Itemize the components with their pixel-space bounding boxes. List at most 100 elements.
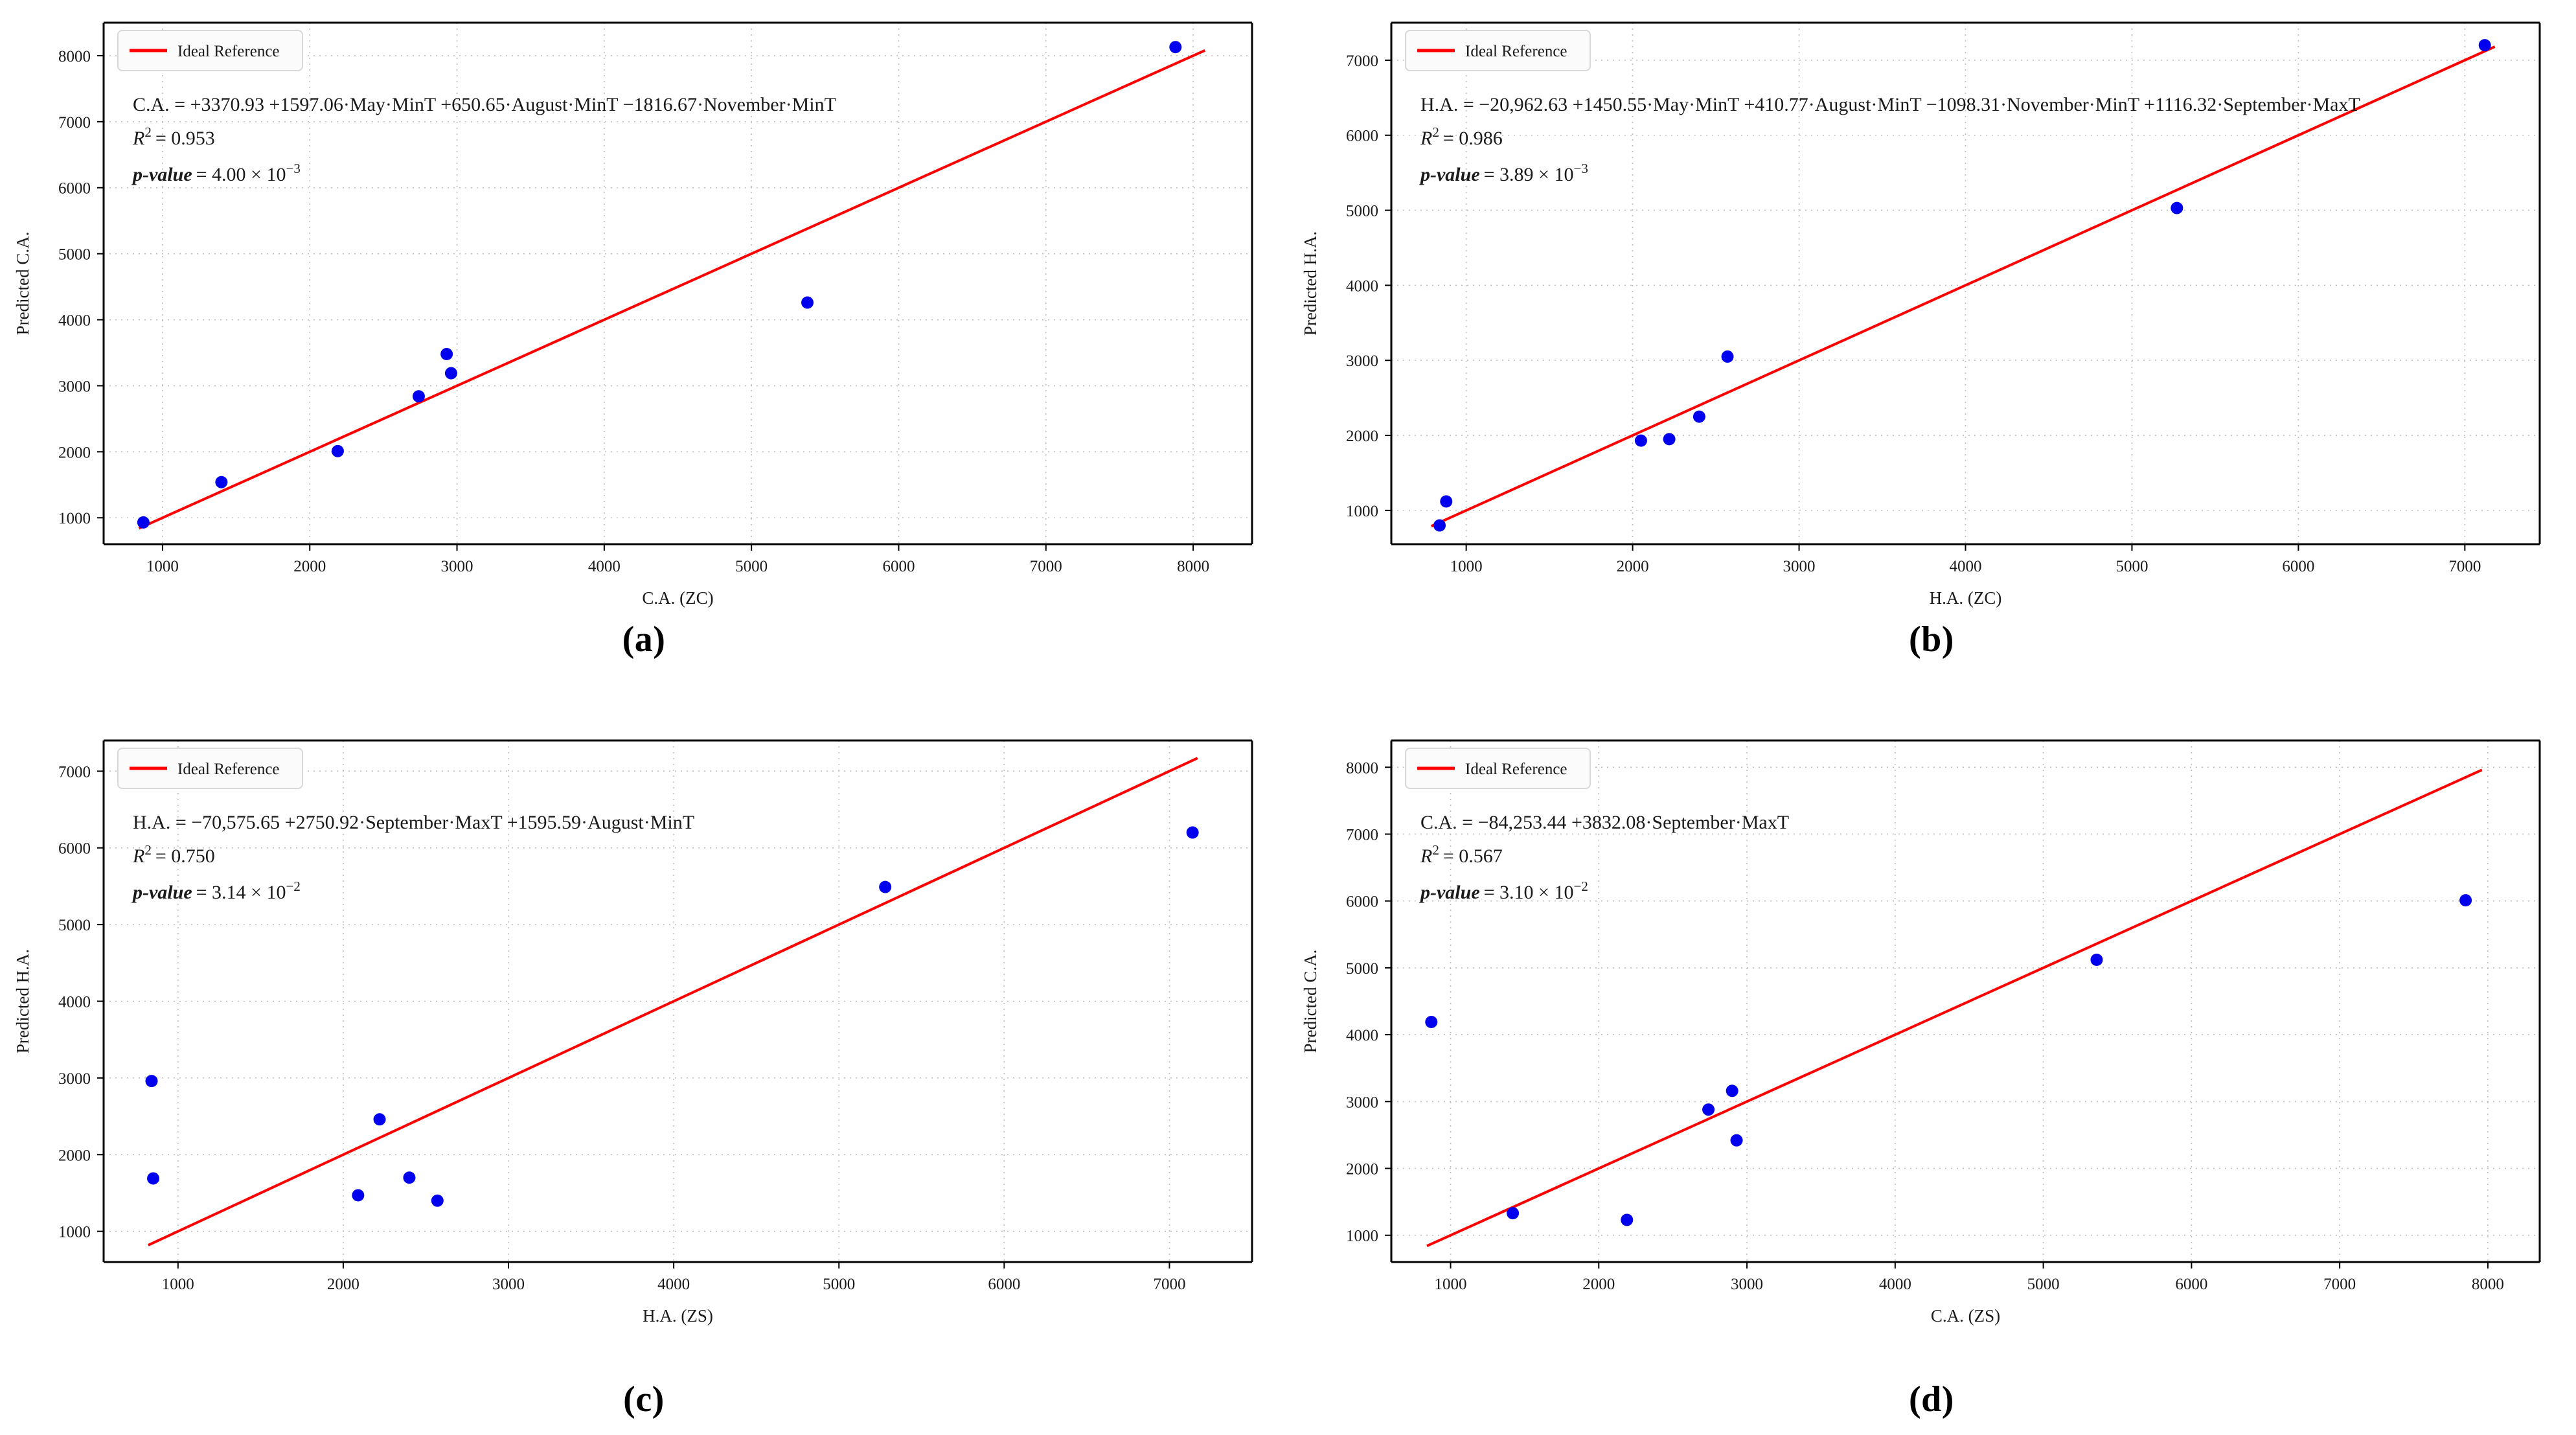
y-tick-label: 4000	[1346, 1027, 1378, 1044]
subfigure-caption-d: (d)	[1909, 1379, 1954, 1419]
scatter-plot-a: 1000 2000 3000 4000 5000 6000 7000 8000 1000 2000…	[13, 21, 1253, 608]
legend-box	[1405, 30, 1591, 71]
y-tick-label: 2000	[58, 1147, 91, 1164]
y-tick-label: 7000	[1346, 826, 1378, 844]
data-point	[137, 516, 150, 529]
data-point	[1721, 350, 1734, 363]
y-tick-label: 7000	[58, 763, 91, 781]
ideal-reference-line	[138, 49, 1206, 530]
y-tick-label: 3000	[1346, 352, 1378, 370]
y-tick-label: 1000	[58, 1224, 91, 1241]
gridlines	[1391, 740, 2540, 1262]
x-tick-label: 4000	[1879, 1276, 1911, 1293]
y-tick-label: 4000	[58, 312, 91, 330]
legend-label: Ideal Reference	[1465, 761, 1567, 778]
y-tick-label: 4000	[58, 994, 91, 1011]
stats-annotation: H.A. = −70,575.65 +2750.92·September·Max…	[131, 812, 694, 903]
legend-label: Ideal Reference	[177, 43, 280, 60]
scatter-points	[137, 41, 1182, 529]
legend-box	[117, 30, 303, 71]
panel-d: 1000 2000 3000 4000 5000 6000 7000 8000 1000 2000…	[1288, 718, 2575, 1435]
y-tick-label: 8000	[1346, 759, 1378, 777]
legend-box	[1405, 748, 1591, 789]
data-point	[1663, 433, 1676, 446]
data-point	[2478, 39, 2491, 52]
regression-equation: C.A. = +3370.93 +1597.06·May·MinT +650.6…	[133, 94, 836, 115]
x-tick-label: 7000	[2323, 1276, 2356, 1293]
data-point	[1730, 1134, 1743, 1147]
x-axis-title: H.A. (ZC)	[1930, 588, 2002, 608]
x-axis-ticks: 1000 2000 3000 4000 5000 6000 7000	[1450, 544, 2481, 575]
x-tick-label: 8000	[1177, 558, 1209, 575]
data-point	[431, 1194, 444, 1207]
y-tick-label: 1000	[58, 510, 91, 527]
ideal-reference-line	[1426, 768, 2483, 1248]
ideal-reference-line	[1430, 45, 2496, 528]
y-tick-label: 2000	[1346, 1161, 1378, 1178]
data-point	[2171, 201, 2183, 214]
data-point	[879, 880, 892, 893]
y-axis-title: Predicted C.A.	[13, 232, 32, 336]
subfigure-caption-b: (b)	[1909, 619, 1954, 660]
x-tick-label: 7000	[2448, 558, 2481, 575]
x-tick-label: 8000	[2472, 1276, 2504, 1293]
gridlines	[104, 23, 1252, 544]
y-tick-label: 5000	[58, 917, 91, 934]
x-tick-label: 3000	[1731, 1276, 1763, 1293]
y-tick-label: 3000	[58, 378, 91, 395]
plot-area-a: 1000 2000 3000 4000 5000 6000 7000 8000 1000 2000…	[0, 0, 1288, 622]
y-axis-ticks: 1000 2000 3000 4000 5000 6000 7000 8000	[58, 48, 104, 527]
p-value: p-value = 3.14 × 10−2	[131, 878, 301, 903]
x-tick-label: 6000	[988, 1276, 1020, 1293]
panel-b: 1000 2000 3000 4000 5000 6000 7000 1000 2000 3000…	[1288, 0, 2575, 717]
y-axis-title: Predicted C.A.	[1301, 950, 1320, 1053]
x-tick-label: 7000	[1030, 558, 1062, 575]
data-point	[1726, 1085, 1738, 1097]
regression-equation: H.A. = −20,962.63 +1450.55·May·MinT +410…	[1420, 94, 2360, 115]
axes-frame	[102, 21, 1253, 545]
data-point	[145, 1075, 158, 1088]
y-axis-title: Predicted H.A.	[13, 949, 32, 1053]
y-tick-label: 6000	[58, 180, 91, 198]
axes-frame	[1390, 739, 2541, 1263]
y-tick-label: 5000	[1346, 203, 1378, 220]
r-squared-value: R2 = 0.953	[132, 124, 215, 149]
data-point	[1621, 1213, 1634, 1226]
panel-c: 1000 2000 3000 4000 5000 6000 7000 1000 2000 3000…	[0, 718, 1288, 1435]
data-point	[215, 476, 228, 488]
y-tick-label: 5000	[1346, 960, 1378, 978]
scatter-points	[1433, 39, 2491, 532]
plot-area-c: 1000 2000 3000 4000 5000 6000 7000 1000 2000 3000…	[0, 718, 1288, 1340]
legend: Ideal Reference	[1405, 748, 1591, 789]
x-tick-label: 6000	[2175, 1276, 2207, 1293]
scatter-plot-b: 1000 2000 3000 4000 5000 6000 7000 1000 2000 3000…	[1301, 21, 2541, 608]
data-point	[1693, 410, 1705, 423]
scatter-points	[1425, 894, 2472, 1226]
legend: Ideal Reference	[1405, 30, 1591, 71]
x-tick-label: 2000	[1582, 1276, 1615, 1293]
x-tick-label: 5000	[735, 558, 768, 575]
x-tick-label: 6000	[2282, 558, 2314, 575]
x-tick-label: 1000	[1435, 1276, 1467, 1293]
y-tick-label: 3000	[1346, 1094, 1378, 1111]
regression-equation: C.A. = −84,253.44 +3832.08·September·Max…	[1420, 812, 1789, 833]
x-tick-label: 4000	[588, 558, 621, 575]
scatter-points	[145, 826, 1199, 1207]
plot-area-b: 1000 2000 3000 4000 5000 6000 7000 1000 2000 3000…	[1288, 0, 2575, 622]
y-tick-label: 2000	[58, 444, 91, 461]
y-tick-label: 6000	[1346, 128, 1378, 145]
x-axis-title: H.A. (ZS)	[643, 1306, 713, 1326]
subfigure-caption-c: (c)	[623, 1379, 665, 1419]
y-tick-label: 7000	[58, 114, 91, 132]
x-tick-label: 7000	[1153, 1276, 1185, 1293]
x-axis-ticks: 1000 2000 3000 4000 5000 6000 7000	[162, 1262, 1185, 1293]
legend-label: Ideal Reference	[177, 761, 280, 778]
stats-annotation: H.A. = −20,962.63 +1450.55·May·MinT +410…	[1419, 94, 2360, 185]
data-point	[1440, 495, 1453, 508]
y-tick-label: 5000	[58, 246, 91, 264]
axes-frame	[102, 739, 1253, 1263]
subfigure-caption-a: (a)	[622, 619, 666, 660]
x-tick-label: 1000	[1450, 558, 1483, 575]
x-tick-label: 5000	[2115, 558, 2148, 575]
